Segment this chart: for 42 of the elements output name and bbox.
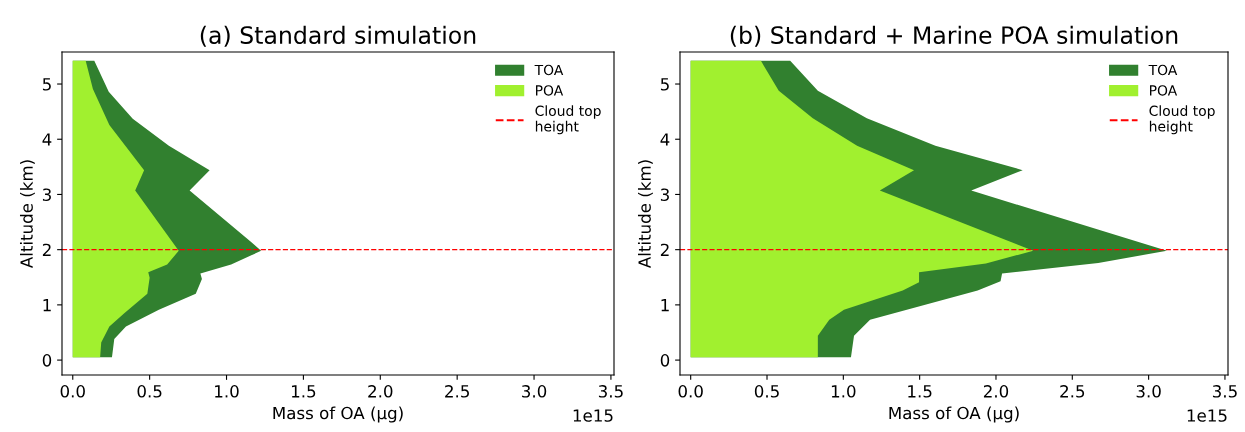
chart-title: (b) Standard + Marine POA simulation [730, 25, 1178, 47]
legend-label: TOA [534, 64, 564, 76]
x-tick-label: 1.5 [908, 385, 932, 398]
x-axis-title: Mass of OA (µg) [889, 406, 1019, 423]
y-tick-label: 0 [42, 354, 52, 367]
legend-label: TOA [1148, 64, 1178, 76]
y-tick-label: 1 [661, 299, 669, 312]
y-axis-title: Altitude (km) [19, 160, 35, 269]
y-tick-label: 3 [42, 188, 51, 202]
legend-label: POA [536, 85, 564, 96]
legend-label: Cloud top height [535, 105, 601, 135]
y-tick-label: 5 [660, 78, 669, 91]
y-tick-label: 3 [660, 188, 669, 202]
x-axis-title: Mass of OA (µg) [273, 406, 403, 423]
x-tick-label: 2.5 [1060, 385, 1085, 398]
y-tick-label: 4 [660, 133, 670, 146]
x-tick-label: 2.0 [368, 385, 393, 398]
legend-label: POA [1150, 85, 1178, 96]
y-tick-label: 1 [43, 299, 51, 312]
y-tick-label: 4 [42, 133, 52, 146]
x-tick-label: 3.5 [1212, 385, 1237, 398]
y-tick-label: 2 [42, 243, 51, 256]
x-tick-label: 3.0 [522, 385, 547, 398]
x-tick-label: 0.5 [137, 385, 162, 398]
x-tick-label: 3.0 [1136, 385, 1161, 398]
y-tick-label: 5 [42, 78, 51, 91]
text: 1e15 [573, 409, 613, 422]
x-tick-label: 3.5 [598, 385, 623, 398]
y-tick-label: 2 [660, 243, 669, 256]
x-tick-label: 1.5 [291, 385, 316, 398]
text: 1e15 [1187, 409, 1227, 422]
x-tick-label: 2.0 [983, 385, 1009, 398]
chart-title: (a) Standard simulation [200, 25, 476, 47]
y-tick-label: 0 [660, 354, 670, 367]
y-axis-title: Altitude (km) [637, 160, 653, 269]
legend-label: Cloud top height [1149, 105, 1215, 135]
x-tick-label: 0.0 [678, 385, 703, 398]
x-tick-label: 0.0 [60, 385, 85, 398]
x-tick-label: 2.5 [445, 385, 469, 398]
x-tick-label: 1.0 [831, 385, 856, 398]
x-tick-label: 0.5 [754, 385, 779, 398]
x-tick-label: 1.0 [215, 385, 239, 398]
